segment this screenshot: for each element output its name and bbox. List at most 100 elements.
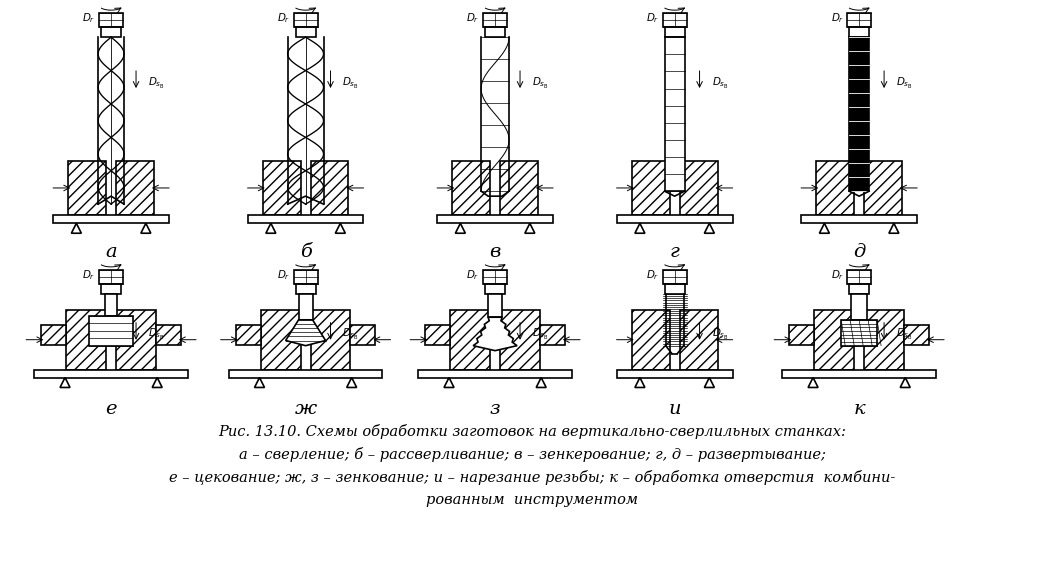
Text: д: д [853,243,865,261]
Polygon shape [140,223,151,233]
Bar [263,161,301,215]
Bar [782,370,936,378]
Bar [680,310,717,370]
Text: $D_{s_{\rm B}}$: $D_{s_{\rm B}}$ [148,327,165,342]
Bar [617,370,732,378]
Bar [864,310,904,370]
Bar [311,161,349,215]
Bar [488,294,502,317]
Text: е: е [105,400,117,418]
Bar [294,13,317,28]
Bar [101,284,121,294]
Polygon shape [455,223,465,233]
Polygon shape [704,223,714,233]
Text: а – сверление; б – рассверливание; в – зенкерование; г, д – развертывание;: а – сверление; б – рассверливание; в – з… [238,447,826,461]
Bar [663,13,686,28]
Text: $D_r$: $D_r$ [466,268,480,282]
Bar [34,370,188,378]
Bar [665,284,684,294]
Bar [814,310,854,370]
Polygon shape [266,223,276,233]
Bar [663,270,686,284]
Polygon shape [704,378,714,387]
Text: б: б [300,243,312,261]
Bar [849,37,869,191]
Text: $D_r$: $D_r$ [831,268,844,282]
Bar [483,270,508,284]
Bar [418,370,571,378]
Bar [296,284,316,294]
Bar [311,310,350,370]
Text: $D_r$: $D_r$ [83,268,96,282]
Text: $D_r$: $D_r$ [277,268,290,282]
Polygon shape [152,378,162,387]
Bar [632,310,669,370]
Polygon shape [536,378,546,387]
Text: $D_{s_{\rm B}}$: $D_{s_{\rm B}}$ [532,75,549,90]
Polygon shape [473,317,517,351]
Bar [99,270,123,284]
Bar [236,325,261,345]
Polygon shape [525,223,535,233]
Bar [296,28,316,37]
Polygon shape [819,223,830,233]
Bar [847,270,871,284]
Text: $D_{s_{\rm B}}$: $D_{s_{\rm B}}$ [712,327,729,342]
Text: $D_{s_{\rm B}}$: $D_{s_{\rm B}}$ [532,327,549,342]
Bar [299,294,313,320]
Bar [350,325,376,345]
Bar [156,325,181,345]
Text: $D_{s_{\rm B}}$: $D_{s_{\rm B}}$ [896,75,913,90]
Bar [68,161,106,215]
Bar [632,161,669,215]
Bar [485,28,505,37]
Bar [665,28,684,37]
Text: е – цекование; ж, з – зенкование; и – нарезание резьбы; к – обработка отверстия : е – цекование; ж, з – зенкование; и – на… [169,469,895,484]
Text: $D_{s_{\rm B}}$: $D_{s_{\rm B}}$ [343,327,360,342]
Bar [294,270,317,284]
Bar [66,310,106,370]
Text: $D_r$: $D_r$ [277,11,290,25]
Bar [500,161,538,215]
Text: Рис. 13.10. Схемы обработки заготовок на вертикально-сверлильных станках:: Рис. 13.10. Схемы обработки заготовок на… [218,424,846,439]
Text: з: з [489,400,500,418]
Polygon shape [444,378,454,387]
Polygon shape [254,378,265,387]
Bar [816,161,854,215]
Text: $D_r$: $D_r$ [83,11,96,25]
Text: $D_{s_{\rm B}}$: $D_{s_{\rm B}}$ [712,75,729,90]
Bar [539,325,565,345]
Text: рованным  инструментом: рованным инструментом [426,493,638,507]
Bar [789,325,814,345]
Bar [105,294,117,316]
Bar [116,161,154,215]
Bar [904,325,929,345]
Text: $D_r$: $D_r$ [831,11,844,25]
Bar [847,13,871,28]
Bar [248,215,364,223]
Bar [849,284,869,294]
Bar [617,215,732,223]
Bar [116,310,156,370]
Bar [437,215,553,223]
Text: $D_r$: $D_r$ [466,11,480,25]
Bar [41,325,66,345]
Bar [500,310,539,370]
Polygon shape [347,378,356,387]
Bar [101,28,121,37]
Bar [849,28,869,37]
Polygon shape [808,378,818,387]
Bar [452,161,491,215]
Bar [842,320,877,346]
Bar [99,13,123,28]
Bar [53,215,169,223]
Text: $D_{s_{\rm B}}$: $D_{s_{\rm B}}$ [148,75,165,90]
Bar [665,37,684,191]
Text: в: в [489,243,501,261]
Bar [483,13,508,28]
Text: г: г [669,243,680,261]
Polygon shape [635,223,645,233]
Polygon shape [888,223,899,233]
Text: к: к [853,400,865,418]
Bar [680,161,717,215]
